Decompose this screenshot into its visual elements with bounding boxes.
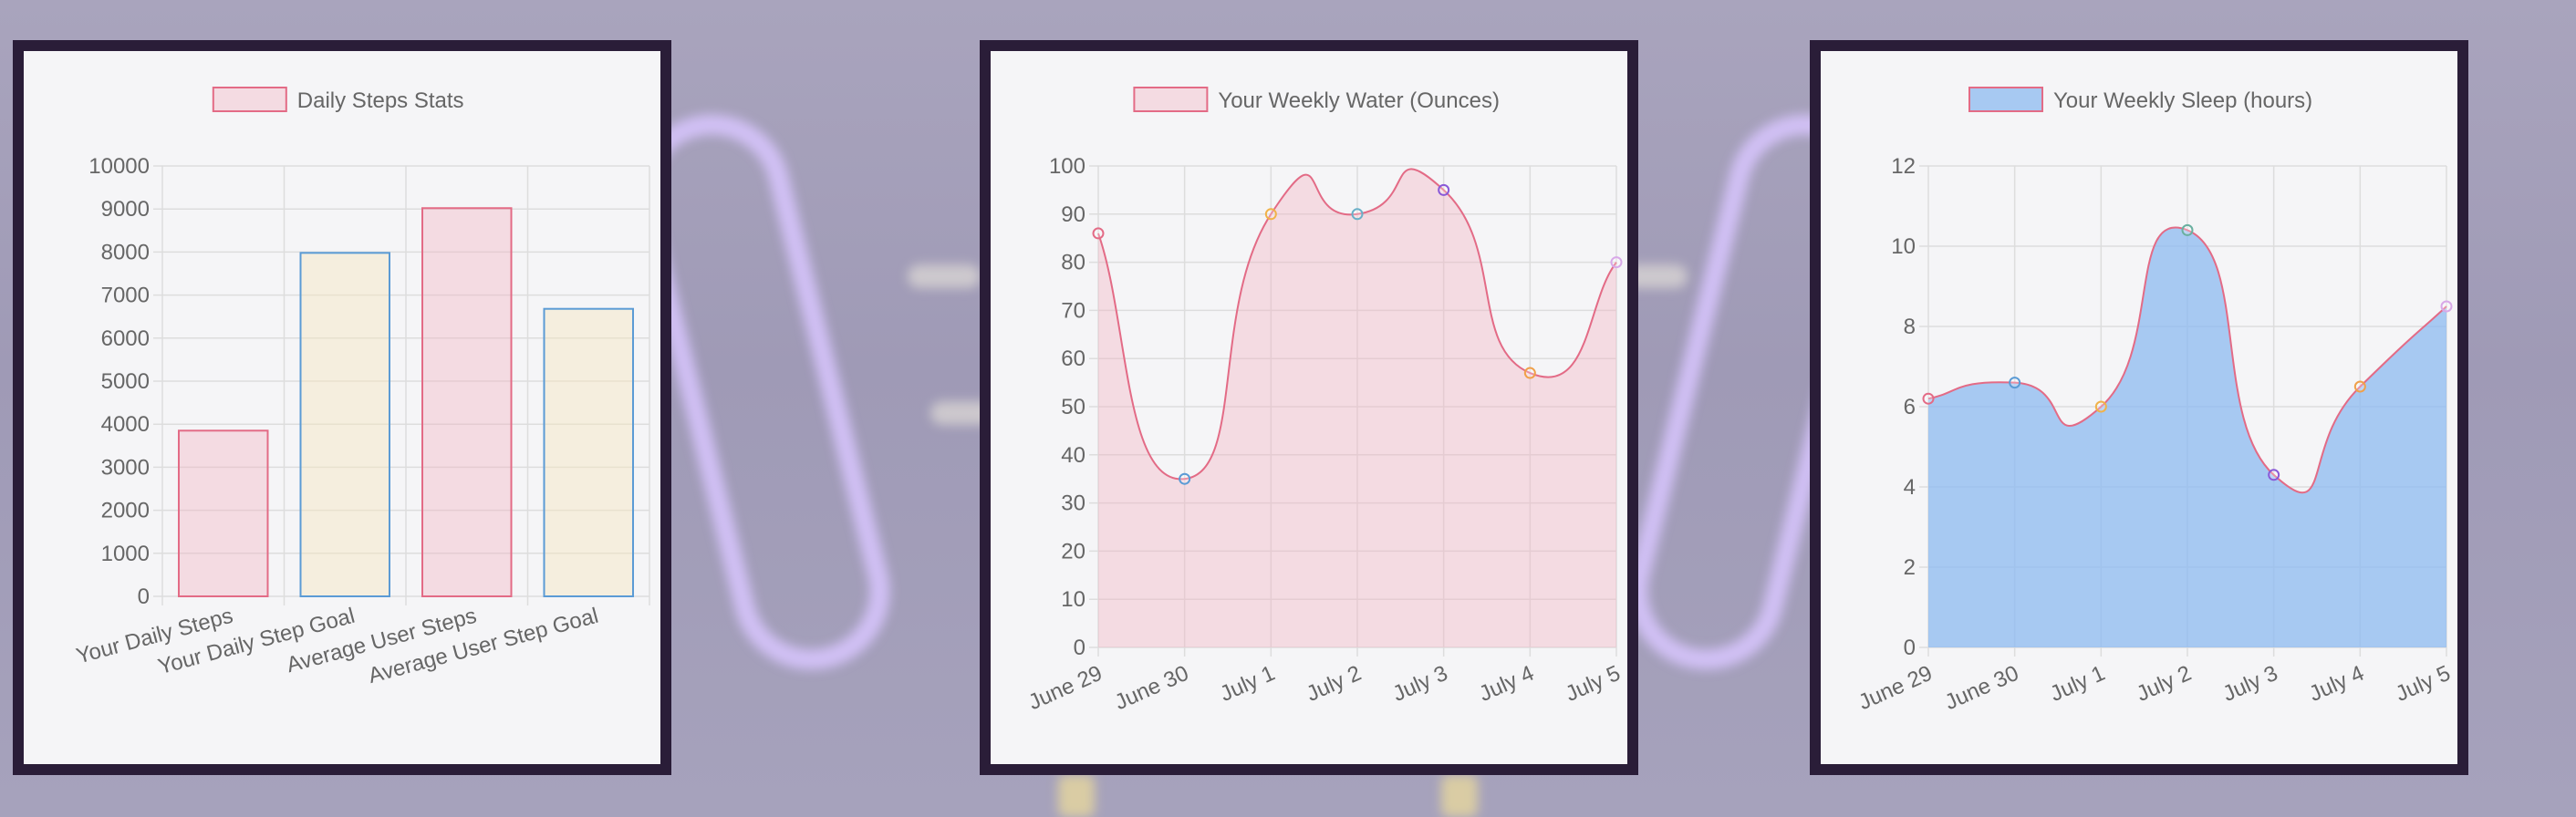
y-tick-label: 4000 — [101, 412, 150, 437]
x-tick-label: June 30 — [1111, 661, 1192, 715]
data-points — [1922, 223, 2453, 481]
x-tick-label: July 1 — [2047, 661, 2109, 707]
y-tick-label: 100 — [1049, 154, 1085, 179]
bar — [543, 307, 634, 597]
data-points — [1092, 183, 1623, 485]
x-tick-label: June 29 — [1854, 661, 1936, 715]
y-tick-label: 8000 — [101, 240, 150, 264]
y-tick-label: 20 — [1061, 539, 1085, 564]
x-tick-label: July 5 — [1562, 661, 1624, 707]
y-tick-label: 0 — [1074, 636, 1085, 660]
y-tick-label: 1000 — [101, 542, 150, 566]
data-point — [2009, 377, 2021, 389]
bar — [421, 207, 513, 597]
y-tick-label: 2 — [1904, 555, 1916, 580]
area-fill — [1098, 169, 1616, 647]
bar — [299, 252, 390, 597]
water-chart-card: Your Weekly Water (Ounces) 0 10 20 30 40 50 60 7… — [980, 40, 1638, 775]
daily-steps-bar-chart: Daily Steps Stats 0 1000 2000 3000 4000 5000 60… — [74, 87, 650, 688]
x-tick-label: June 29 — [1024, 661, 1106, 715]
y-tick-label: 4 — [1904, 475, 1916, 500]
area-fill — [1928, 227, 2446, 647]
x-tick-label: July 1 — [1217, 661, 1279, 707]
data-point — [1523, 367, 1536, 379]
chart-legend: Daily Steps Stats — [212, 87, 464, 113]
y-tick-label: 12 — [1891, 154, 1916, 179]
data-point — [1351, 208, 1364, 221]
legend-swatch — [1133, 87, 1209, 112]
series-line — [1097, 168, 1617, 481]
data-point — [2440, 300, 2453, 313]
legend-label: Daily Steps Stats — [297, 88, 464, 113]
y-tick-label: 7000 — [101, 284, 150, 308]
data-point — [1922, 392, 1935, 405]
steps-chart-card: Daily Steps Stats 0 1000 2000 3000 4000 5000 60… — [13, 40, 671, 775]
x-tick-label: July 4 — [2306, 661, 2368, 707]
y-tick-label: 70 — [1061, 298, 1085, 323]
data-point — [1092, 227, 1105, 240]
y-tick-label: 2000 — [101, 499, 150, 523]
legend-swatch — [1968, 87, 2043, 112]
x-tick-label: July 4 — [1476, 661, 1538, 707]
weekly-sleep-area-chart: Your Weekly Sleep (hours) 0 2 4 6 8 10 12 June 2… — [1854, 87, 2454, 715]
sleep-chart-card: Your Weekly Sleep (hours) 0 2 4 6 8 10 12 June 2… — [1810, 40, 2468, 775]
y-tick-label: 5000 — [101, 369, 150, 394]
data-point — [1179, 472, 1191, 485]
chart-legend: Your Weekly Water (Ounces) — [1133, 87, 1500, 113]
y-tick-label: 6000 — [101, 326, 150, 351]
y-tick-label: 10 — [1891, 234, 1916, 259]
bar-series — [178, 207, 634, 597]
x-tick-label: June 30 — [1941, 661, 2022, 715]
y-tick-label: 50 — [1061, 395, 1085, 419]
data-point — [1438, 183, 1450, 196]
chart-legend: Your Weekly Sleep (hours) — [1968, 87, 2312, 113]
y-tick-label: 10000 — [88, 154, 150, 179]
legend-swatch — [212, 87, 287, 112]
data-point — [2353, 380, 2366, 393]
legend-label: Your Weekly Water (Ounces) — [1218, 88, 1500, 113]
x-tick-label: July 3 — [1389, 661, 1451, 707]
y-tick-label: 90 — [1061, 202, 1085, 227]
x-tick-label: July 3 — [2219, 661, 2281, 707]
y-tick-label: 8 — [1904, 315, 1916, 339]
y-tick-label: 80 — [1061, 251, 1085, 275]
y-tick-label: 0 — [1904, 636, 1916, 660]
y-tick-label: 0 — [138, 584, 150, 609]
x-tick-label: July 2 — [1303, 661, 1365, 707]
data-point — [2094, 400, 2107, 413]
data-point — [1264, 208, 1277, 221]
y-tick-label: 6 — [1904, 395, 1916, 419]
bar — [178, 429, 269, 597]
y-tick-label: 30 — [1061, 491, 1085, 516]
weekly-water-area-chart: Your Weekly Water (Ounces) 0 10 20 30 40 50 60 7… — [1024, 87, 1624, 715]
y-tick-label: 3000 — [101, 455, 150, 480]
x-tick-label: July 5 — [2392, 661, 2454, 707]
y-tick-label: 10 — [1061, 587, 1085, 612]
y-tick-label: 9000 — [101, 197, 150, 222]
x-tick-label: July 2 — [2133, 661, 2195, 707]
data-point — [2268, 469, 2280, 481]
data-point — [1610, 256, 1623, 269]
data-point — [2181, 223, 2194, 236]
legend-label: Your Weekly Sleep (hours) — [2053, 88, 2312, 113]
y-tick-label: 40 — [1061, 443, 1085, 468]
y-tick-label: 60 — [1061, 346, 1085, 371]
